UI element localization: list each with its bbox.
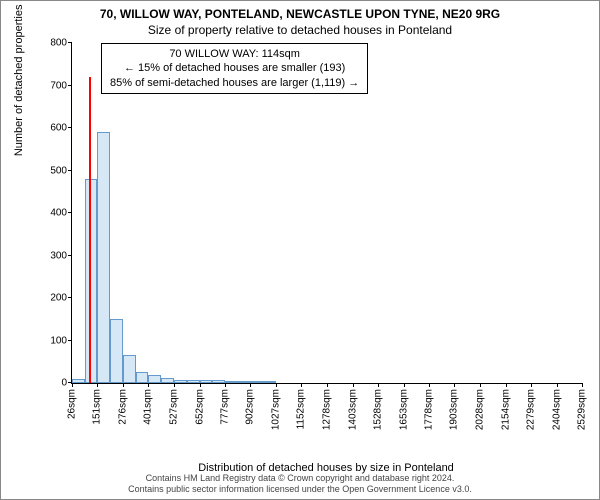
info-line1: 70 WILLOW WAY: 114sqm: [110, 47, 359, 61]
chart-title: 70, WILLOW WAY, PONTELAND, NEWCASTLE UPO…: [1, 7, 599, 21]
info-box: 70 WILLOW WAY: 114sqm ← 15% of detached …: [101, 43, 368, 94]
y-tick-label: 400: [50, 208, 67, 219]
y-tick-label: 700: [50, 80, 67, 91]
y-tick-label: 500: [50, 165, 67, 176]
histogram-bar: [187, 380, 200, 383]
x-tick-mark: [404, 383, 405, 387]
x-tick-label: 1903sqm: [449, 389, 460, 430]
x-tick-label: 2404sqm: [551, 389, 562, 430]
x-tick-label: 2154sqm: [500, 389, 511, 430]
x-tick-mark: [72, 383, 73, 387]
y-axis-label: Number of detached properties: [13, 4, 25, 156]
histogram-bar: [72, 379, 85, 383]
histogram-bar: [200, 380, 213, 383]
x-tick-mark: [531, 383, 532, 387]
x-tick-label: 902sqm: [245, 389, 256, 425]
x-tick-label: 1278sqm: [322, 389, 333, 430]
x-tick-mark: [225, 383, 226, 387]
histogram-bar: [238, 381, 251, 383]
y-tick-mark: [68, 212, 72, 213]
x-tick-mark: [480, 383, 481, 387]
x-tick-mark: [276, 383, 277, 387]
x-tick-label: 26sqm: [67, 389, 78, 419]
x-tick-mark: [250, 383, 251, 387]
x-tick-mark: [174, 383, 175, 387]
y-tick-mark: [68, 340, 72, 341]
info-line2: ← 15% of detached houses are smaller (19…: [110, 61, 359, 75]
histogram-bar: [250, 381, 263, 383]
x-axis-label: Distribution of detached houses by size …: [198, 462, 454, 474]
y-tick-mark: [68, 297, 72, 298]
x-tick-label: 1653sqm: [398, 389, 409, 430]
x-tick-mark: [327, 383, 328, 387]
plot-area: 010020030040050060070080026sqm151sqm276s…: [71, 43, 582, 384]
x-tick-mark: [429, 383, 430, 387]
x-tick-label: 1403sqm: [347, 389, 358, 430]
histogram-bar: [174, 380, 187, 383]
y-tick-label: 0: [61, 378, 67, 389]
x-tick-label: 2028sqm: [474, 389, 485, 430]
histogram-bar: [110, 319, 123, 383]
x-tick-mark: [200, 383, 201, 387]
x-tick-mark: [454, 383, 455, 387]
x-tick-label: 401sqm: [143, 389, 154, 425]
x-tick-mark: [123, 383, 124, 387]
x-tick-mark: [97, 383, 98, 387]
y-tick-label: 100: [50, 335, 67, 346]
x-tick-label: 276sqm: [117, 389, 128, 425]
histogram-bar: [225, 381, 238, 383]
x-tick-mark: [506, 383, 507, 387]
y-tick-mark: [68, 85, 72, 86]
chart-area: Number of detached properties 0100200300…: [71, 43, 581, 408]
y-tick-label: 800: [50, 38, 67, 49]
histogram-bar: [97, 132, 110, 383]
x-tick-mark: [582, 383, 583, 387]
x-tick-label: 1027sqm: [270, 389, 281, 430]
y-tick-mark: [68, 170, 72, 171]
y-tick-label: 200: [50, 293, 67, 304]
x-tick-mark: [301, 383, 302, 387]
x-tick-mark: [353, 383, 354, 387]
x-tick-label: 2279sqm: [526, 389, 537, 430]
x-tick-label: 2529sqm: [577, 389, 588, 430]
footer-attribution: Contains HM Land Registry data © Crown c…: [1, 473, 599, 495]
histogram-bar: [85, 179, 98, 383]
info-line3: 85% of semi-detached houses are larger (…: [110, 76, 359, 90]
x-tick-mark: [378, 383, 379, 387]
histogram-bar: [212, 380, 225, 383]
histogram-bar: [136, 372, 149, 383]
histogram-bar: [263, 381, 276, 383]
x-tick-label: 1528sqm: [373, 389, 384, 430]
x-tick-label: 652sqm: [194, 389, 205, 425]
x-tick-mark: [557, 383, 558, 387]
marker-line: [89, 77, 91, 383]
x-tick-label: 527sqm: [169, 389, 180, 425]
x-tick-label: 1152sqm: [296, 389, 307, 429]
y-tick-label: 300: [50, 250, 67, 261]
histogram-bar: [148, 375, 161, 383]
x-tick-label: 151sqm: [92, 389, 103, 425]
histogram-bar: [161, 378, 174, 383]
footer-line1: Contains HM Land Registry data © Crown c…: [1, 473, 599, 484]
x-tick-label: 1778sqm: [423, 389, 434, 430]
chart-container: 70, WILLOW WAY, PONTELAND, NEWCASTLE UPO…: [0, 0, 600, 500]
y-tick-label: 600: [50, 123, 67, 134]
histogram-bar: [123, 355, 136, 383]
x-tick-label: 777sqm: [220, 389, 231, 425]
x-tick-mark: [148, 383, 149, 387]
y-tick-mark: [68, 42, 72, 43]
y-tick-mark: [68, 127, 72, 128]
y-tick-mark: [68, 255, 72, 256]
chart-subtitle: Size of property relative to detached ho…: [1, 23, 599, 37]
footer-line2: Contains public sector information licen…: [1, 484, 599, 495]
